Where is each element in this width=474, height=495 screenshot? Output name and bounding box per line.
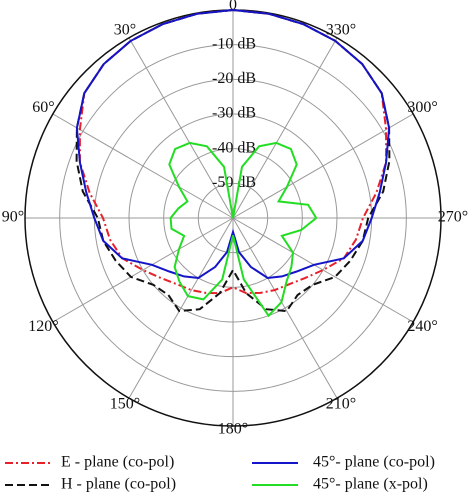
legend-label: E - plane (co-pol) — [61, 454, 174, 471]
legend-label: H - plane (co-pol) — [61, 476, 176, 493]
series-line — [78, 9, 388, 295]
angle-label: 60° — [32, 99, 54, 116]
grid-spoke — [232, 217, 414, 323]
legend-label: 45°- plane (x-pol) — [313, 476, 428, 493]
grid-spoke — [128, 217, 234, 399]
angle-label: 0 — [229, 0, 237, 14]
angle-label: 300° — [407, 99, 437, 116]
angle-label: 30° — [114, 22, 136, 39]
angle-label: 150° — [110, 396, 140, 413]
angle-label: 240° — [407, 318, 437, 335]
angle-label: 90° — [2, 209, 24, 226]
angle-label: 330° — [326, 22, 356, 39]
r-tick-label: -50 dB — [212, 174, 256, 191]
angle-label: 270° — [438, 209, 468, 226]
angle-label: 210° — [326, 396, 356, 413]
grid-spoke — [232, 217, 338, 399]
r-tick-label: -30 dB — [212, 105, 256, 122]
angle-label: 180° — [218, 421, 248, 438]
grid-spoke — [52, 217, 234, 323]
r-tick-label: -40 dB — [212, 139, 256, 156]
grid-spoke — [128, 37, 234, 219]
legend-label: 45°- plane (co-pol) — [313, 454, 435, 471]
grid-spoke — [232, 113, 414, 219]
series-line — [168, 141, 318, 318]
series-line — [75, 9, 391, 280]
angle-label: 120° — [28, 318, 58, 335]
r-tick-label: -10 dB — [212, 35, 256, 52]
grid-spoke — [232, 37, 338, 219]
grid-spoke — [52, 113, 234, 219]
r-tick-label: -20 dB — [212, 70, 256, 87]
